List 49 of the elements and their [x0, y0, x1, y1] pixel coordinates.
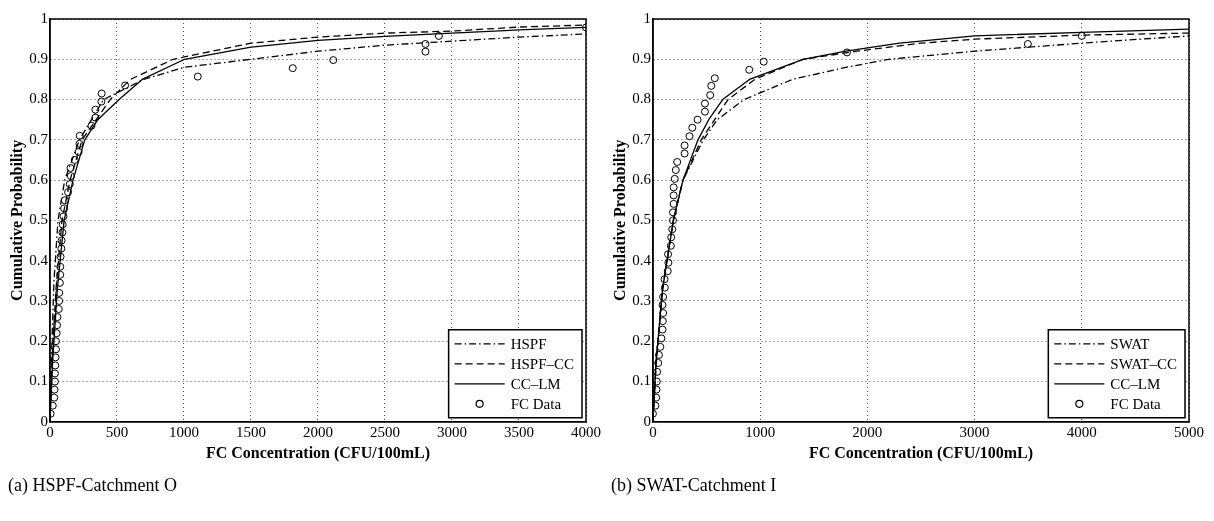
y-tick-label: 0.9 — [632, 50, 651, 67]
y-tick-label: 0.5 — [29, 211, 48, 228]
y-tick-label: 0 — [40, 412, 48, 429]
x-tick-label: 500 — [105, 423, 129, 440]
y-tick-label: 0.2 — [632, 332, 651, 349]
y-tick-label: 0 — [643, 412, 651, 429]
y-axis-title: Cumulative Probability — [610, 139, 629, 301]
x-tick-label: 3000 — [959, 423, 990, 440]
x-tick-label: 1000 — [168, 423, 199, 440]
x-tick-label: 3500 — [503, 423, 534, 440]
text: (a) HSPF-Catchment O — [8, 475, 178, 496]
legend-label: CC–LM — [1110, 375, 1161, 392]
x-tick-label: 4000 — [571, 423, 601, 440]
legend-label: SWAT — [1110, 335, 1150, 352]
y-tick-label: 0.4 — [632, 251, 652, 268]
y-tick-label: 1 — [643, 9, 651, 26]
x-tick-label: 2500 — [369, 423, 400, 440]
y-tick-label: 0.3 — [632, 291, 651, 308]
y-tick-label: 0.8 — [632, 90, 651, 107]
x-tick-label: 2000 — [302, 423, 333, 440]
legend-label: FC Data — [1110, 395, 1162, 412]
x-tick-label: 2000 — [852, 423, 883, 440]
y-tick-label: 0.4 — [29, 251, 49, 268]
legend-label: HSPF–CC — [510, 355, 575, 372]
text: (b) SWAT-Catchment I — [611, 475, 778, 496]
y-tick-label: 0.2 — [29, 332, 48, 349]
y-tick-label: 1 — [40, 9, 48, 26]
x-axis-title: FC Concentration (CFU/100mL) — [808, 443, 1033, 462]
y-tick-label: 0.1 — [632, 372, 651, 389]
y-tick-label: 0.3 — [29, 291, 48, 308]
y-tick-label: 0.5 — [632, 211, 651, 228]
legend-label: HSPF — [510, 335, 547, 352]
legend-label: CC–LM — [510, 375, 561, 392]
y-tick-label: 0.6 — [29, 171, 49, 188]
y-tick-label: 0.7 — [29, 130, 49, 147]
y-tick-label: 0.6 — [632, 171, 652, 188]
y-tick-label: 0.7 — [632, 130, 652, 147]
x-tick-label: 4000 — [1066, 423, 1097, 440]
x-axis-title: FC Concentration (CFU/100mL) — [205, 443, 430, 462]
legend-label: FC Data — [510, 395, 562, 412]
y-tick-label: 0.9 — [29, 50, 48, 67]
y-tick-label: 0.8 — [29, 90, 48, 107]
x-tick-label: 1500 — [235, 423, 266, 440]
x-tick-label: 1000 — [745, 423, 776, 440]
y-tick-label: 0.1 — [29, 372, 48, 389]
x-tick-label: 5000 — [1174, 423, 1204, 440]
x-tick-label: 3000 — [436, 423, 467, 440]
legend-label: SWAT–CC — [1110, 355, 1178, 372]
y-axis-title: Cumulative Probability — [7, 139, 26, 301]
